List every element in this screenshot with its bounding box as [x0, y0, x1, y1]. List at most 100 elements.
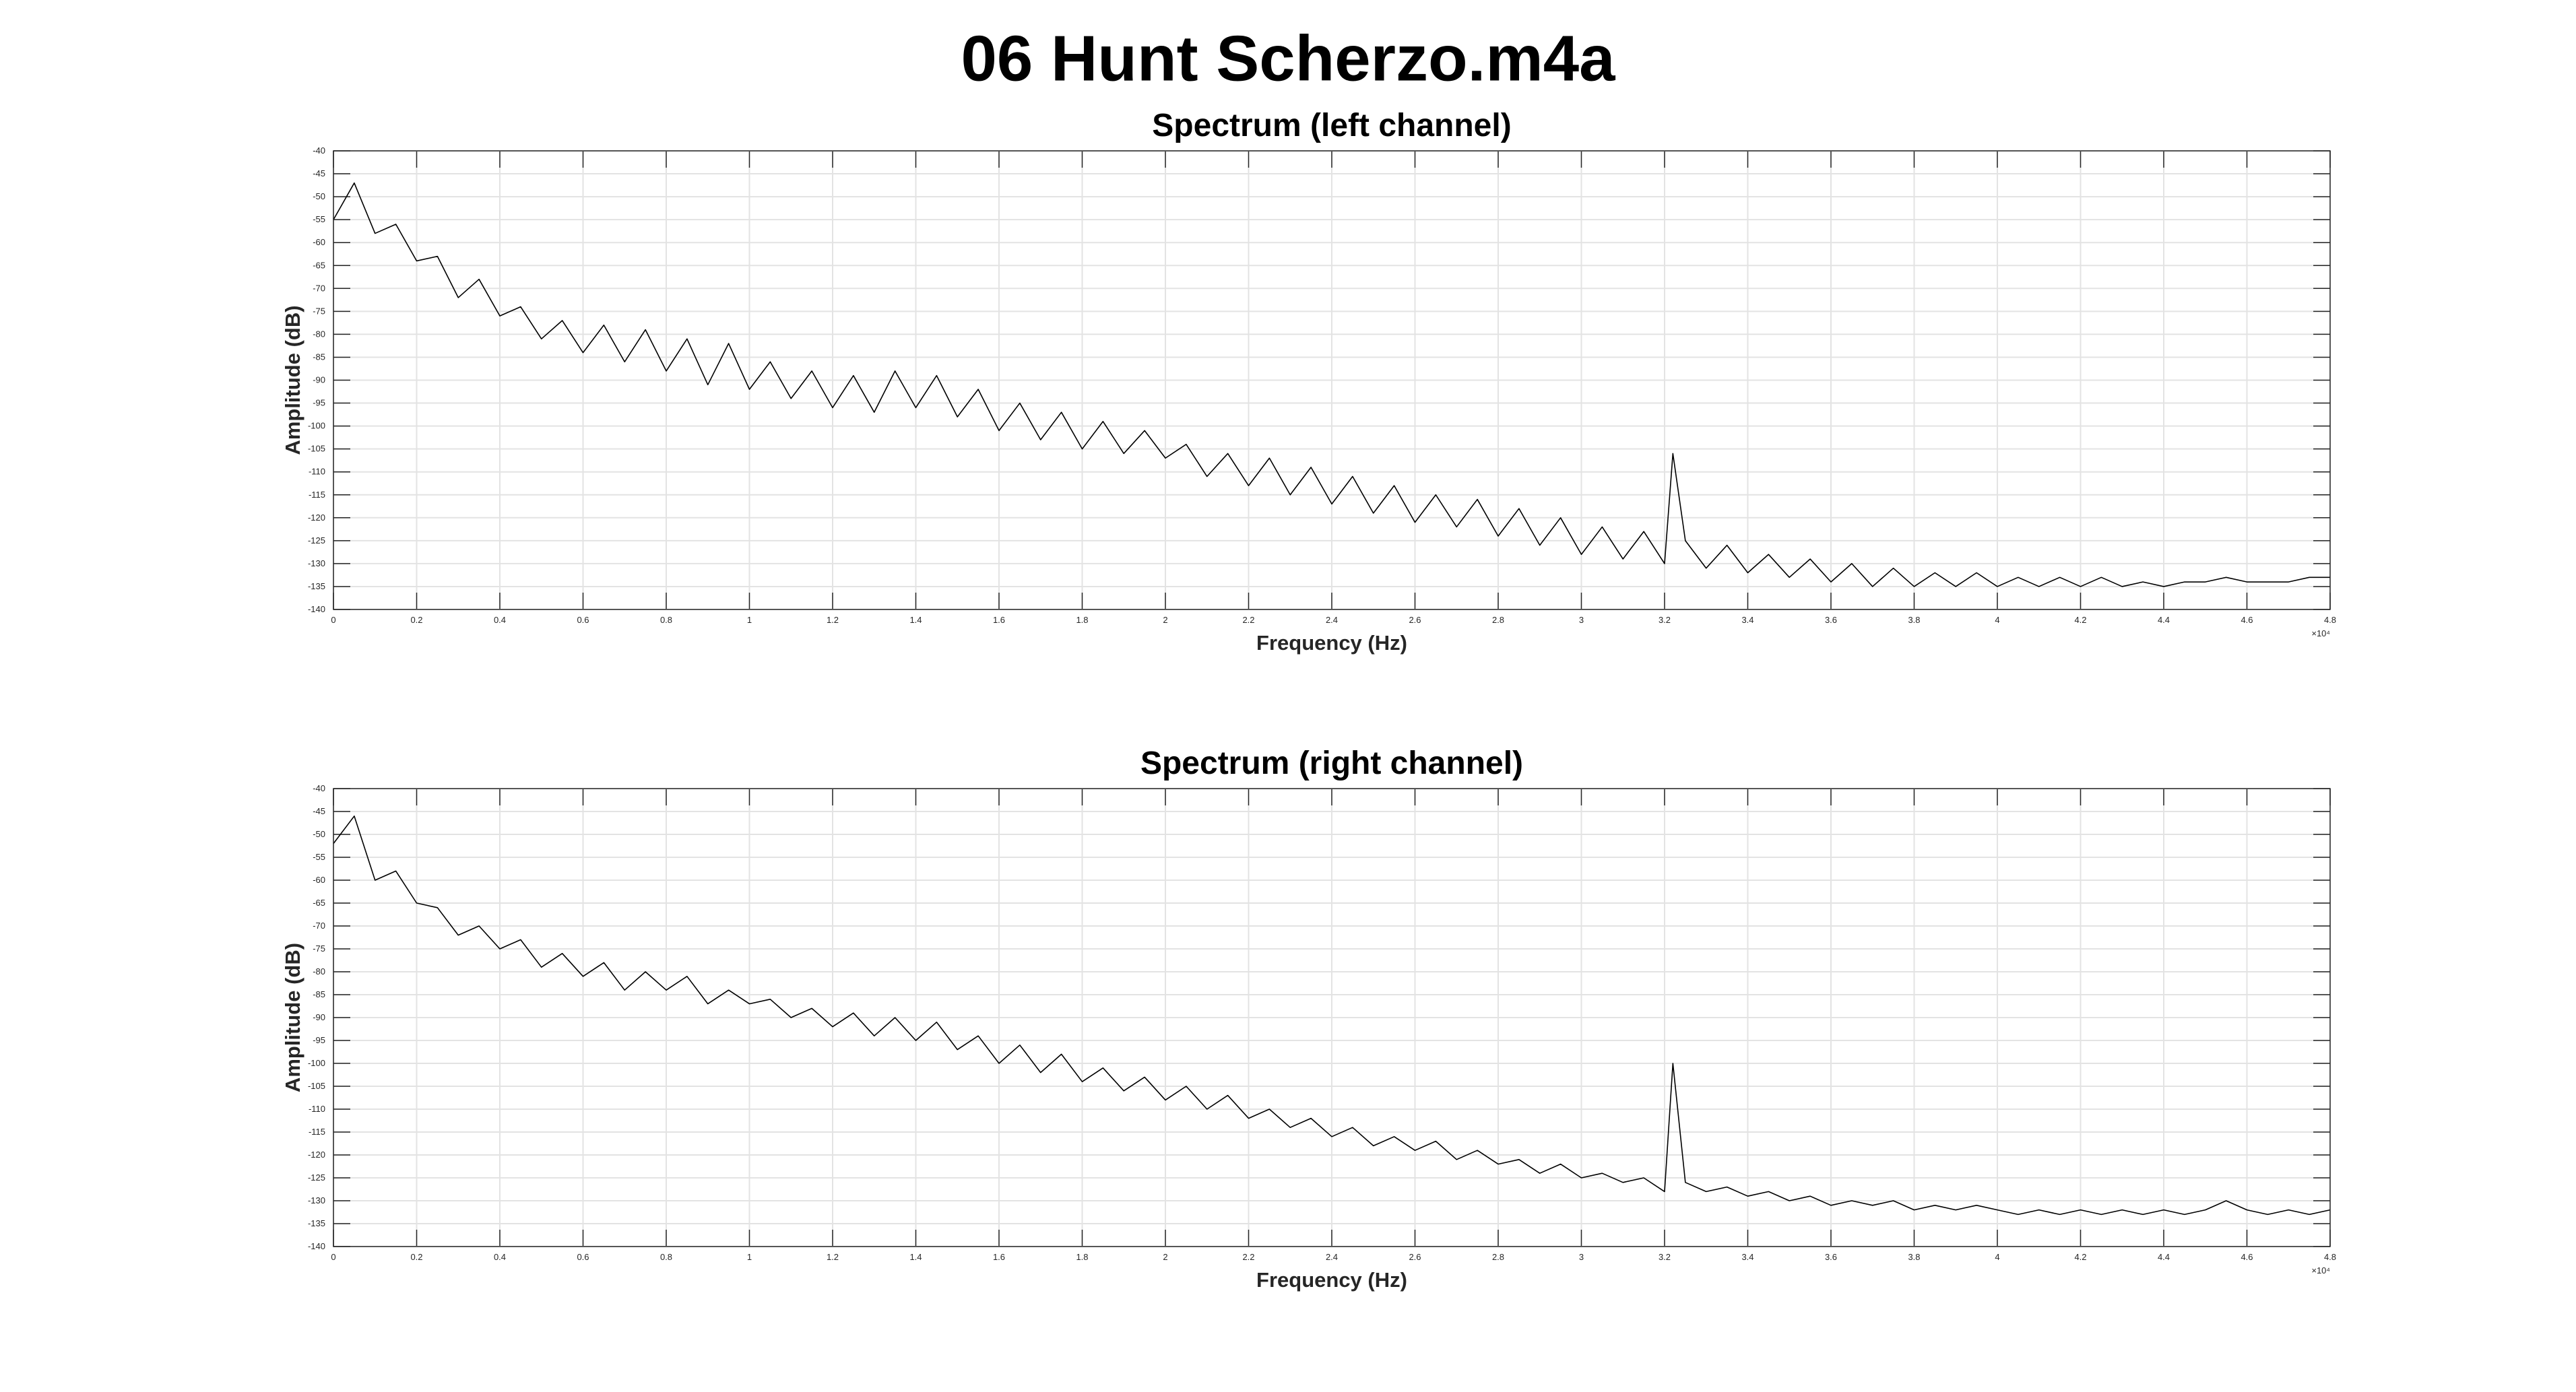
y-tick-label: -100	[308, 421, 325, 431]
y-tick-label: -75	[313, 943, 325, 954]
y-tick-label: -40	[313, 783, 325, 793]
x-tick-label: 1.4	[909, 1252, 922, 1262]
x-tick-label: 3.8	[1908, 1252, 1920, 1262]
x-tick-label: 2.4	[1326, 1252, 1338, 1262]
y-tick-label: -140	[308, 1241, 325, 1251]
y-tick-label: -105	[308, 1081, 325, 1091]
y-tick-label: -80	[313, 329, 325, 339]
y-tick-label: -50	[313, 829, 325, 839]
x-tick-label: 1.2	[827, 1252, 839, 1262]
x-tick-label: 2.4	[1326, 615, 1338, 625]
x-tick-label: 1	[747, 615, 752, 625]
y-tick-label: -105	[308, 444, 325, 454]
axes-box	[333, 788, 2331, 1247]
x-tick-label: 4.2	[2074, 615, 2086, 625]
y-tick-label: -45	[313, 168, 325, 178]
y-tick-label: -95	[313, 398, 325, 408]
y-tick-label: -130	[308, 1195, 325, 1205]
spectrum-line	[333, 182, 2330, 587]
y-axis-label: Amplitude (dB)	[281, 943, 304, 1092]
y-tick-label: -130	[308, 558, 325, 568]
y-tick-label: -50	[313, 191, 325, 201]
x-tick-label: 2.2	[1242, 1252, 1254, 1262]
x-tick-label: 3	[1579, 615, 1584, 625]
x-tick-label: 2.8	[1492, 615, 1504, 625]
x-tick-label: 2.8	[1492, 1252, 1504, 1262]
x-exponent-label: ×10⁴	[2311, 628, 2330, 638]
x-tick-label: 0.4	[494, 1252, 506, 1262]
y-tick-label: -135	[308, 1218, 325, 1228]
x-tick-label: 3	[1579, 1252, 1584, 1262]
x-tick-label: 1.6	[993, 1252, 1005, 1262]
y-tick-label: -100	[308, 1058, 325, 1068]
x-tick-label: 4	[1995, 615, 1999, 625]
x-tick-label: 1.2	[827, 615, 839, 625]
y-tick-label: -85	[313, 352, 325, 362]
x-tick-label: 1.8	[1076, 1252, 1088, 1262]
x-tick-label: 4.6	[2241, 1252, 2253, 1262]
y-tick-label: -110	[309, 1104, 325, 1114]
x-tick-label: 4.4	[2158, 615, 2170, 625]
x-tick-label: 3.6	[1825, 615, 1837, 625]
x-tick-label: 0.2	[410, 615, 422, 625]
axes-title: Spectrum (right channel)	[1140, 745, 1523, 781]
y-tick-label: -135	[308, 581, 325, 591]
x-tick-label: 4.8	[2324, 1252, 2336, 1262]
x-tick-label: 2.2	[1242, 615, 1254, 625]
y-tick-label: -55	[313, 214, 325, 224]
y-tick-label: -55	[313, 852, 325, 862]
x-tick-label: 2.6	[1409, 1252, 1421, 1262]
x-exponent-label: ×10⁴	[2311, 1265, 2330, 1275]
y-tick-label: -65	[313, 898, 325, 908]
x-axis-label: Frequency (Hz)	[1256, 1268, 1407, 1292]
x-tick-label: 1.8	[1076, 615, 1088, 625]
y-tick-label: -65	[313, 260, 325, 270]
x-tick-label: 0.6	[577, 1252, 589, 1262]
x-tick-label: 2	[1163, 1252, 1167, 1262]
y-tick-label: -140	[308, 604, 325, 614]
y-tick-label: -125	[308, 535, 325, 545]
y-tick-label: -90	[313, 1012, 325, 1022]
figure-title: 06 Hunt Scherzo.m4a	[961, 22, 1616, 94]
x-tick-label: 4.2	[2074, 1252, 2086, 1262]
y-tick-label: -120	[308, 512, 325, 523]
x-tick-label: 0.4	[494, 615, 506, 625]
x-tick-label: 0	[331, 615, 335, 625]
y-tick-label: -125	[308, 1172, 325, 1183]
x-axis-label: Frequency (Hz)	[1256, 631, 1407, 655]
x-tick-label: 3.2	[1659, 615, 1671, 625]
y-tick-label: -120	[308, 1150, 325, 1160]
x-tick-label: 0.2	[410, 1252, 422, 1262]
y-tick-label: -75	[313, 306, 325, 316]
x-tick-label: 0	[331, 1252, 335, 1262]
y-tick-label: -45	[313, 806, 325, 816]
x-tick-label: 0.8	[660, 615, 672, 625]
x-tick-label: 2.6	[1409, 615, 1421, 625]
y-axis-label: Amplitude (dB)	[281, 305, 304, 455]
x-tick-label: 3.6	[1825, 1252, 1837, 1262]
x-tick-label: 3.2	[1659, 1252, 1671, 1262]
y-tick-label: -70	[313, 921, 325, 931]
y-tick-label: -70	[313, 283, 325, 293]
y-tick-label: -40	[313, 145, 325, 156]
x-tick-label: 3.4	[1741, 1252, 1753, 1262]
x-tick-label: 0.6	[577, 615, 589, 625]
x-tick-label: 4	[1995, 1252, 1999, 1262]
y-tick-label: -90	[313, 375, 325, 385]
x-tick-label: 3.4	[1741, 615, 1753, 625]
x-tick-label: 1.6	[993, 615, 1005, 625]
axes-title: Spectrum (left channel)	[1152, 108, 1511, 143]
y-tick-label: -115	[309, 490, 325, 500]
y-tick-label: -110	[309, 467, 325, 477]
y-tick-label: -60	[313, 875, 325, 885]
x-tick-label: 2	[1163, 615, 1167, 625]
x-tick-label: 4.6	[2241, 615, 2253, 625]
y-tick-label: -115	[309, 1127, 325, 1137]
x-tick-label: 4.8	[2324, 615, 2336, 625]
axes-box	[333, 150, 2331, 610]
spectrum-line	[333, 816, 2331, 1216]
x-tick-label: 1	[747, 1252, 752, 1262]
x-tick-label: 1.4	[909, 615, 922, 625]
